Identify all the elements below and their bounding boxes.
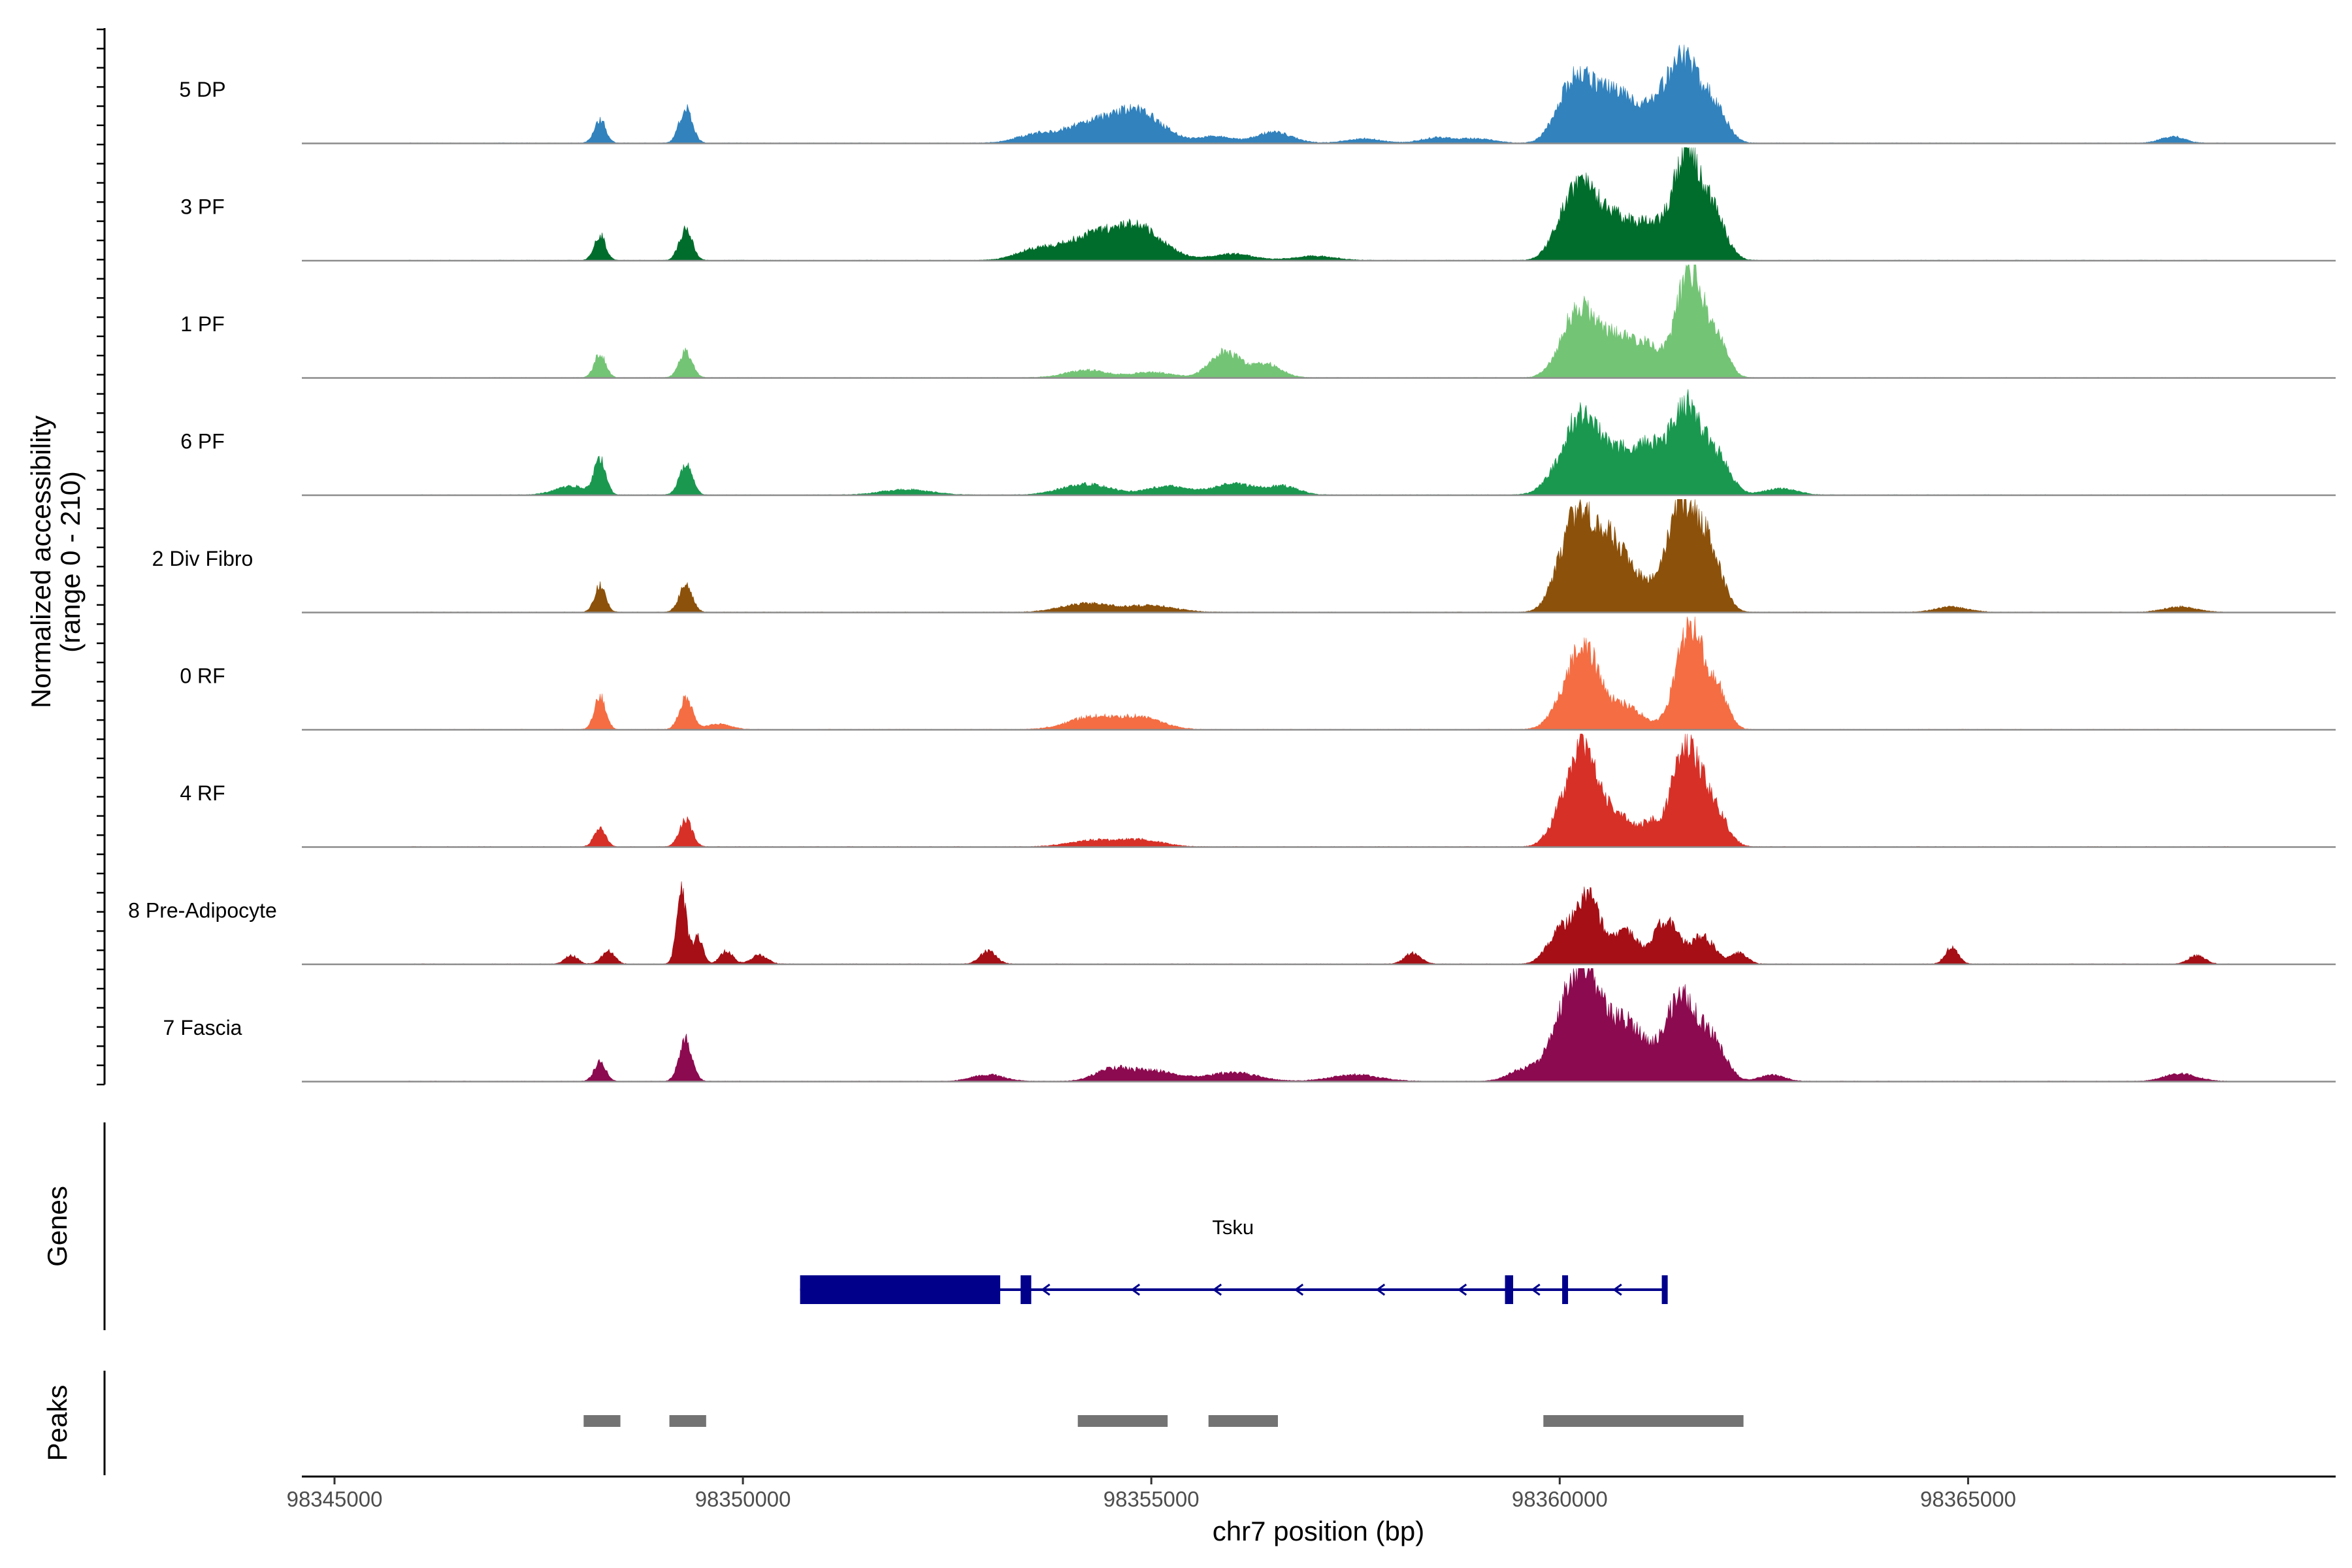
x-axis-title: chr7 position (bp): [1213, 1516, 1425, 1546]
strand-arrow: [1294, 1283, 1304, 1296]
track-label: 5 DP: [179, 78, 225, 101]
coverage-tracks: 5 DP 3 PF 1 PF 6 PF 2 Div Fibro 0 RF 4 RF 8 Pre…: [128, 44, 2336, 1083]
strand-arrow: [1041, 1283, 1051, 1296]
track-6-pf: 6 PF: [180, 389, 2336, 497]
coverage-area: [408, 147, 2230, 261]
peak-region: [1208, 1415, 1278, 1427]
coverage-area: [408, 389, 2230, 496]
gene-exon: [1661, 1275, 1668, 1304]
peaks-panel: Peaks: [42, 1371, 1744, 1475]
x-tick-label: 98365000: [1920, 1487, 2016, 1511]
peak-region: [583, 1415, 621, 1427]
track-label: 1 PF: [180, 312, 225, 336]
track-label: 7 Fascia: [163, 1016, 242, 1039]
gene-exon: [1021, 1275, 1032, 1304]
x-axis: 98345000 98350000 98355000 98360000 98365000…: [287, 1475, 2336, 1546]
gene-model: [800, 1275, 1668, 1304]
strand-arrow: [1130, 1283, 1141, 1296]
peak-bars: [583, 1415, 1744, 1427]
genes-panel: Genes Tsku: [42, 1122, 1668, 1330]
coverage-area: [408, 616, 2230, 730]
track-label: 8 Pre-Adipocyte: [128, 899, 277, 923]
coverage-area: [408, 44, 2230, 144]
gene-exon: [1505, 1275, 1514, 1304]
x-ticks: 98345000 98350000 98355000 98360000 98365000: [287, 1477, 2016, 1511]
y-axis: [97, 28, 106, 1086]
strand-arrow: [1457, 1283, 1467, 1296]
track-3-pf: 3 PF: [180, 147, 2336, 262]
peaks-title: Peaks: [42, 1385, 73, 1462]
peak-region: [1077, 1415, 1168, 1427]
coverage-area: [408, 881, 2230, 965]
track-label: 6 PF: [180, 430, 225, 453]
track-7-fascia: 7 Fascia: [163, 968, 2336, 1083]
strand-arrow: [1375, 1283, 1386, 1296]
track-2-div-fibro: 2 Div Fibro: [152, 499, 2336, 613]
peak-region: [669, 1415, 706, 1427]
coverage-area: [408, 734, 2230, 847]
x-tick-label: 98350000: [695, 1487, 791, 1511]
strand-arrow: [1612, 1283, 1622, 1296]
track-0-rf: 0 RF: [180, 616, 2336, 731]
coverage-area: [408, 968, 2230, 1082]
track-1-pf: 1 PF: [180, 265, 2336, 379]
y-axis-title-line2: (range 0 - 210): [55, 471, 86, 653]
x-tick-label: 98360000: [1512, 1487, 1608, 1511]
track-5-dp: 5 DP: [179, 44, 2336, 144]
track-label: 4 RF: [180, 781, 225, 805]
gene-label: Tsku: [1212, 1216, 1254, 1239]
track-4-rf: 4 RF: [180, 734, 2336, 848]
x-tick-label: 98345000: [287, 1487, 383, 1511]
gene-exon: [1562, 1275, 1569, 1304]
peak-region: [1543, 1415, 1744, 1427]
track-label: 2 Div Fibro: [152, 547, 253, 570]
strand-arrow: [1212, 1283, 1222, 1296]
y-axis-title-line1: Normalized accessibility: [25, 416, 56, 708]
strand-arrow: [1531, 1283, 1541, 1296]
track-label: 3 PF: [180, 195, 225, 219]
x-tick-label: 98355000: [1103, 1487, 1200, 1511]
gene-exon: [800, 1275, 1000, 1304]
coverage-area: [408, 265, 2230, 378]
track-label: 0 RF: [180, 664, 225, 688]
coverage-area: [408, 499, 2230, 613]
genes-title: Genes: [42, 1186, 73, 1267]
track-8-pre-adipocyte: 8 Pre-Adipocyte: [128, 881, 2336, 966]
